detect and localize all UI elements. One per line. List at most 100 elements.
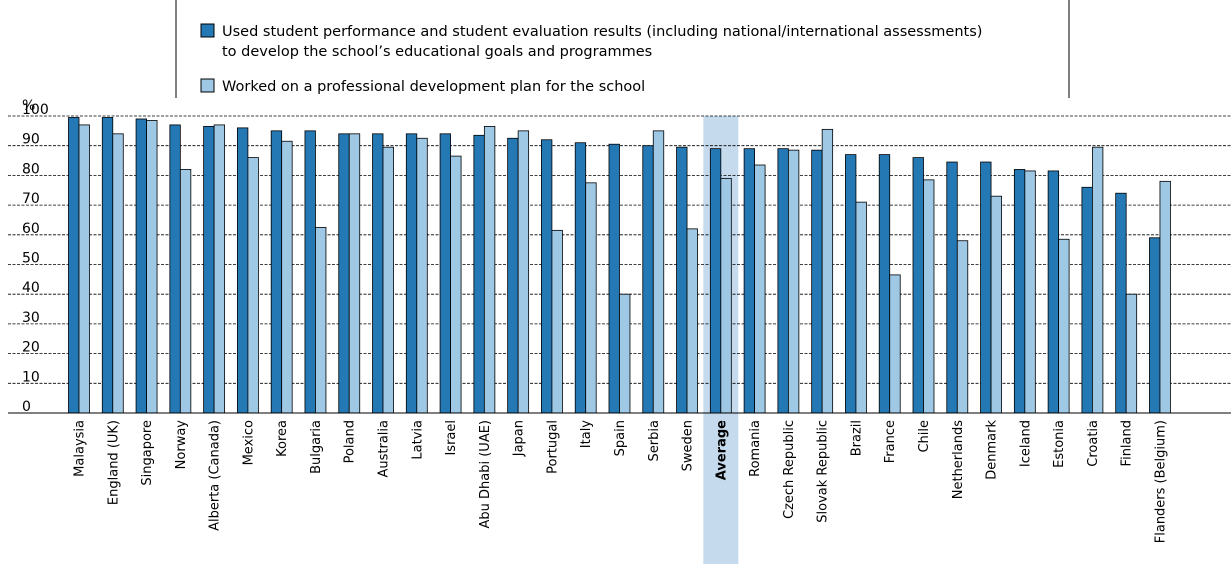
bar-series-1 — [642, 145, 654, 414]
y-tick-label: 50 — [22, 251, 40, 267]
y-axis-tick-labels: 0 10 20 30 40 50 60 70 80 90 100 — [22, 102, 49, 415]
bar-series-2 — [450, 155, 462, 414]
bar-series-1 — [946, 161, 958, 414]
category-label: Brazil — [849, 420, 864, 456]
bar-series-1 — [507, 137, 519, 414]
bar-series-1 — [405, 133, 418, 414]
bar-series-1 — [811, 149, 823, 414]
category-label: Serbia — [647, 420, 662, 461]
legend-label-series-2: Worked on a professional development pla… — [222, 79, 645, 95]
bar-series-1 — [1149, 237, 1161, 414]
category-label: Singapore — [140, 420, 155, 486]
bar-series-2 — [281, 140, 293, 414]
bar-series-1 — [236, 127, 249, 414]
category-label: Denmark — [985, 420, 1000, 480]
bar-series-2 — [315, 226, 327, 414]
y-tick-label: 40 — [22, 280, 40, 296]
category-label: Latvia — [410, 420, 425, 460]
bar-series-2 — [855, 201, 867, 414]
y-tick-label: 70 — [22, 191, 40, 207]
category-label: Estonia — [1052, 420, 1067, 468]
bar-series-1 — [980, 161, 992, 414]
y-axis-unit-label: % — [22, 98, 35, 114]
bar-series-1 — [372, 133, 384, 414]
bar-series-2 — [348, 133, 361, 414]
y-tick-label: 20 — [22, 340, 40, 356]
category-label: Alberta (Canada) — [208, 420, 223, 531]
category-label: Spain — [613, 420, 628, 456]
bar-series-1 — [338, 133, 350, 414]
category-label: England (UK) — [106, 420, 121, 505]
category-label: Mexico — [241, 420, 256, 465]
y-tick-label: 10 — [22, 369, 40, 385]
y-tick-label: 90 — [22, 132, 40, 148]
bar-series-2 — [78, 124, 90, 414]
bar-series-1 — [1081, 186, 1093, 414]
category-label: Romania — [748, 420, 763, 477]
bar-series-1 — [777, 148, 789, 414]
category-label: Sweden — [681, 420, 696, 471]
bars — [68, 117, 1171, 414]
bar-series-2 — [551, 229, 563, 414]
bar-series-1 — [1115, 192, 1127, 414]
bar-series-2 — [585, 182, 597, 414]
bar-series-2 — [821, 128, 834, 414]
bar-series-2 — [990, 195, 1002, 414]
category-label: Japan — [512, 420, 527, 457]
bar-series-2 — [382, 146, 394, 414]
bar-series-2 — [1125, 293, 1138, 414]
category-label: Average — [714, 420, 729, 480]
bar-series-1 — [676, 146, 688, 414]
y-tick-label: 30 — [22, 310, 40, 326]
bar-series-2 — [483, 125, 496, 414]
bar-series-2 — [889, 274, 901, 414]
bar-series-1 — [1013, 169, 1026, 414]
category-label: Malaysia — [73, 420, 88, 477]
legend-label-series-1-line-1: Used student performance and student eva… — [222, 24, 982, 40]
category-label: Slovak Republic — [816, 420, 831, 523]
bar-series-1 — [845, 154, 857, 414]
y-tick-label: 100 — [22, 102, 49, 118]
bar-series-1 — [473, 134, 485, 414]
category-label: Korea — [275, 420, 290, 457]
bar-series-1 — [68, 117, 80, 414]
category-label: Flanders (Belgium) — [1153, 420, 1168, 543]
category-label: Portugal — [545, 420, 560, 474]
category-label: Poland — [343, 420, 358, 463]
category-label: Norway — [174, 420, 189, 470]
bar-series-2 — [213, 124, 226, 414]
category-label: Abu Dhabi (UAE) — [478, 420, 493, 529]
bar-series-2 — [146, 120, 158, 414]
bar-series-1 — [1047, 170, 1060, 414]
bar-series-1 — [912, 157, 924, 414]
bar-series-2 — [686, 228, 698, 414]
category-label: Bulgaria — [309, 420, 324, 474]
bar-series-2 — [179, 169, 192, 414]
bar-series-1 — [574, 142, 587, 414]
category-label: Italy — [579, 420, 594, 449]
bar-series-1 — [743, 148, 755, 414]
bar-series-2 — [754, 164, 766, 414]
bar-series-1 — [135, 118, 147, 414]
y-tick-label: 60 — [22, 221, 40, 237]
bar-series-2 — [112, 133, 124, 414]
category-label: Israel — [444, 420, 459, 456]
legend-swatch-series-1 — [200, 23, 215, 38]
category-label: Iceland — [1018, 420, 1033, 467]
bar-series-2 — [652, 130, 665, 414]
category-label: Finland — [1120, 420, 1135, 466]
legend-label-series-1-line-2: to develop the school’s educational goal… — [222, 44, 652, 60]
bar-series-1 — [203, 125, 215, 414]
y-tick-label: 0 — [22, 399, 31, 415]
bar-series-2 — [1092, 146, 1104, 414]
bar-series-1 — [878, 154, 891, 414]
category-label: France — [883, 420, 898, 463]
category-label: Croatia — [1086, 420, 1101, 467]
bar-series-2 — [956, 240, 969, 414]
bar-series-2 — [416, 137, 428, 414]
bar-series-1 — [270, 130, 283, 414]
legend: Used student performance and student eva… — [175, 0, 1070, 98]
bar-series-2 — [1058, 238, 1070, 414]
bar-series-2 — [247, 157, 259, 414]
